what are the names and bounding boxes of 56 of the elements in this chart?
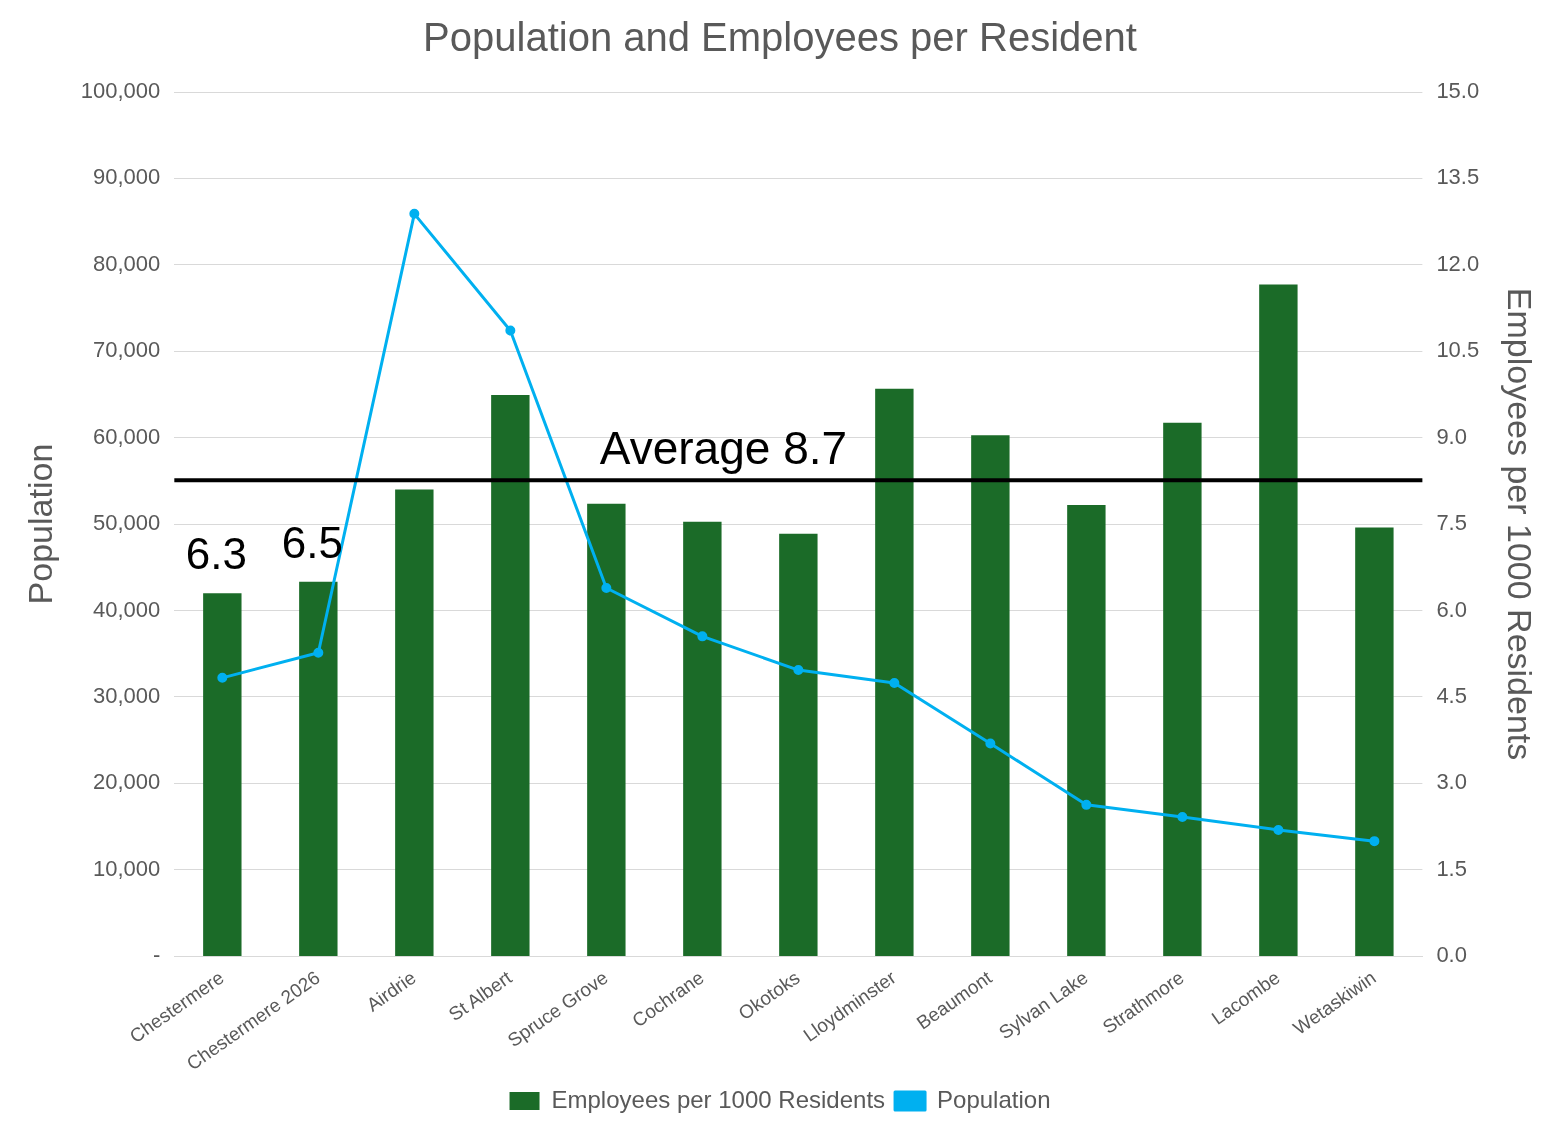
data-label: 6.3 [185, 529, 247, 579]
bar [779, 533, 818, 957]
y2-axis-title: Employees per 1000 Residents [1501, 287, 1540, 761]
bar [875, 388, 914, 957]
bar [1259, 284, 1298, 957]
data-label: 6.5 [281, 517, 343, 567]
y-tick-label: 20,000 [93, 769, 161, 795]
y2-tick-label: 15.0 [1436, 78, 1480, 104]
bar [1067, 505, 1106, 957]
point [1081, 799, 1092, 810]
bar [1355, 527, 1394, 957]
point [1369, 836, 1380, 847]
chart-title: Population and Employees per Resident [423, 15, 1137, 60]
y2-tick-label: 6.0 [1436, 596, 1467, 622]
point [889, 678, 900, 689]
point [313, 647, 324, 658]
y-tick-label: 50,000 [93, 510, 161, 536]
y2-tick-label: 9.0 [1436, 423, 1467, 449]
point [793, 665, 804, 676]
bar [203, 593, 242, 957]
y-tick-label: 100,000 [80, 78, 161, 104]
y-tick-label: 30,000 [93, 682, 161, 708]
y2-tick-label: 4.5 [1436, 682, 1467, 708]
ref-line-label: Average 8.7 [599, 421, 848, 474]
bar [587, 503, 626, 957]
y2-tick-label: 12.0 [1436, 250, 1480, 276]
y2-tick-label: 7.5 [1436, 510, 1467, 536]
point [217, 672, 228, 683]
point [409, 208, 420, 219]
bar [971, 435, 1010, 957]
bar [299, 581, 338, 957]
point [697, 631, 708, 642]
bar [1163, 422, 1202, 957]
bar [491, 395, 530, 957]
point [1273, 824, 1284, 835]
y-tick-label: 70,000 [93, 337, 161, 363]
y2-tick-label: 3.0 [1436, 769, 1467, 795]
legend-label: Employees per 1000 Residents [551, 1085, 886, 1113]
y2-tick-label: 1.5 [1436, 855, 1467, 881]
y-tick-label: - [153, 942, 161, 968]
bar [395, 489, 434, 957]
y-tick-label: 80,000 [93, 250, 161, 276]
point [601, 582, 612, 593]
y2-tick-label: 10.5 [1436, 337, 1480, 363]
y-tick-label: 90,000 [93, 164, 161, 190]
point [505, 325, 516, 336]
y-tick-label: 10,000 [93, 855, 161, 881]
point [985, 738, 996, 749]
legend-label: Population [937, 1085, 1051, 1113]
y2-tick-label: 13.5 [1436, 164, 1480, 190]
y2-tick-label: 0.0 [1436, 942, 1467, 968]
bar [683, 521, 722, 957]
point [1177, 811, 1188, 822]
y-tick-label: 60,000 [93, 423, 161, 449]
y-axis-title: Population [20, 443, 59, 605]
y-tick-label: 40,000 [93, 596, 161, 622]
